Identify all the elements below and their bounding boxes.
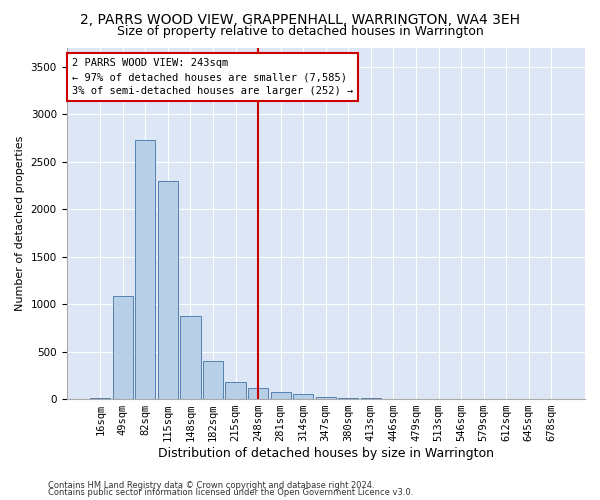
Bar bbox=[226, 382, 246, 399]
Bar bbox=[113, 296, 133, 399]
Text: Size of property relative to detached houses in Warrington: Size of property relative to detached ho… bbox=[116, 25, 484, 38]
Bar bbox=[203, 361, 223, 399]
Bar bbox=[293, 394, 313, 399]
Text: Contains public sector information licensed under the Open Government Licence v3: Contains public sector information licen… bbox=[48, 488, 413, 497]
Bar bbox=[181, 316, 200, 399]
Y-axis label: Number of detached properties: Number of detached properties bbox=[15, 136, 25, 311]
Bar bbox=[90, 398, 110, 399]
Bar bbox=[271, 392, 291, 399]
Bar bbox=[248, 388, 268, 399]
Bar bbox=[135, 140, 155, 399]
Bar bbox=[316, 397, 336, 399]
Bar bbox=[338, 398, 358, 399]
Text: 2, PARRS WOOD VIEW, GRAPPENHALL, WARRINGTON, WA4 3EH: 2, PARRS WOOD VIEW, GRAPPENHALL, WARRING… bbox=[80, 12, 520, 26]
Text: Contains HM Land Registry data © Crown copyright and database right 2024.: Contains HM Land Registry data © Crown c… bbox=[48, 480, 374, 490]
Bar bbox=[361, 398, 381, 399]
Bar bbox=[158, 182, 178, 399]
X-axis label: Distribution of detached houses by size in Warrington: Distribution of detached houses by size … bbox=[158, 447, 494, 460]
Text: 2 PARRS WOOD VIEW: 243sqm
← 97% of detached houses are smaller (7,585)
3% of sem: 2 PARRS WOOD VIEW: 243sqm ← 97% of detac… bbox=[72, 58, 353, 96]
